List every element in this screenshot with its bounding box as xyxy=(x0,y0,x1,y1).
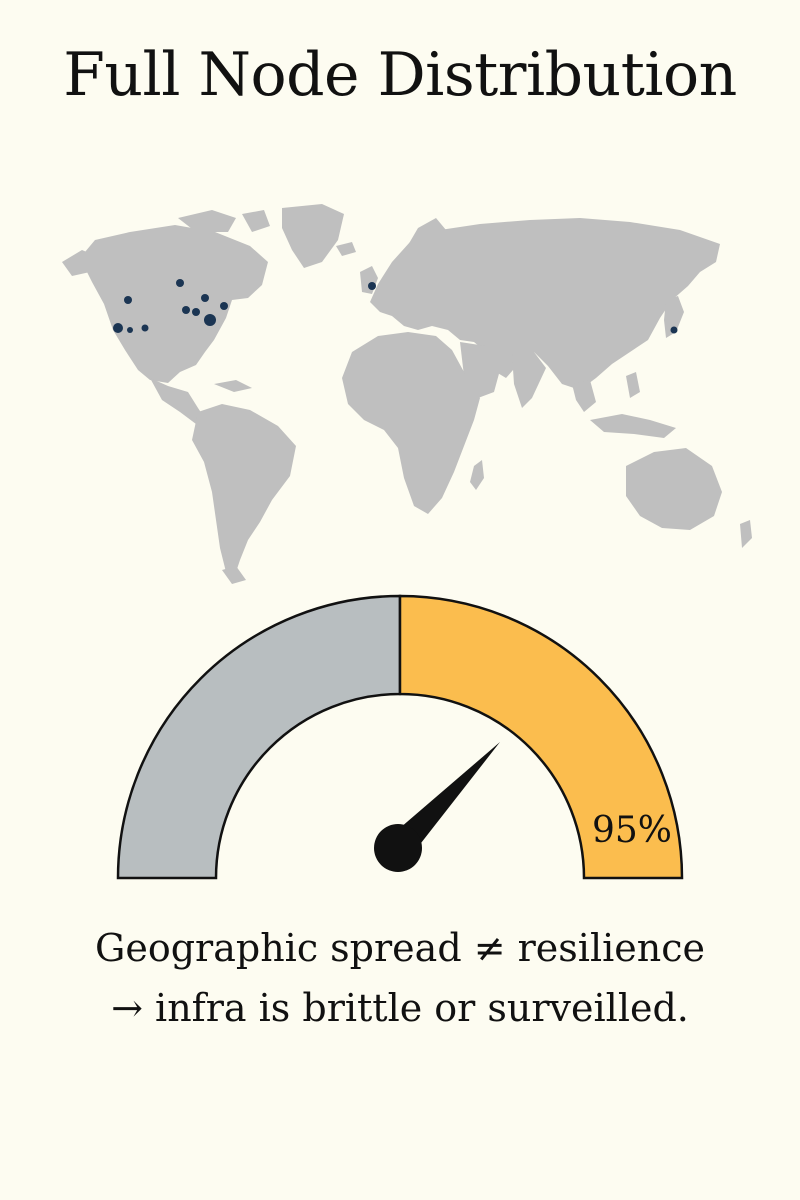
node-marker xyxy=(220,302,228,310)
southeast-asia-shape xyxy=(572,380,596,412)
africa-shape xyxy=(342,332,480,514)
antarctica-shape xyxy=(222,566,246,584)
north-america-shape xyxy=(80,225,268,383)
page-title: Full Node Distribution xyxy=(63,40,737,110)
node-marker xyxy=(192,308,200,316)
node-marker xyxy=(141,324,149,332)
india-shape xyxy=(512,352,546,408)
node-marker xyxy=(670,326,678,334)
world-map xyxy=(62,204,752,584)
caption-line-2: → infra is brittle or surveilled. xyxy=(111,986,689,1030)
arctic-islands-shape xyxy=(178,210,236,232)
caption-line-1: Geographic spread ≠ resilience xyxy=(95,926,705,970)
gauge-left-segment xyxy=(116,594,402,880)
eurasia-shape xyxy=(370,218,720,390)
gauge-right-segment xyxy=(398,594,684,880)
arctic-islands-shape-2 xyxy=(242,210,270,232)
node-marker xyxy=(204,314,216,326)
node-marker xyxy=(113,323,123,333)
scandinavia-shape xyxy=(404,218,446,266)
node-markers xyxy=(113,279,678,334)
south-america-shape xyxy=(192,404,296,578)
node-marker xyxy=(182,306,190,314)
philippines-shape xyxy=(626,372,640,398)
australia-shape xyxy=(626,448,722,530)
gauge-value-label: 95% xyxy=(592,810,672,851)
central-america-shape xyxy=(150,378,206,424)
world-map-land xyxy=(62,204,752,584)
japan-shape xyxy=(664,296,684,338)
alaska-shape xyxy=(62,250,96,276)
gauge: 95% xyxy=(116,594,684,880)
madagascar-shape xyxy=(470,460,484,490)
node-marker xyxy=(124,296,132,304)
new-zealand-shape xyxy=(740,520,752,548)
node-marker xyxy=(176,279,184,287)
british-isles-shape xyxy=(360,266,378,294)
caption: Geographic spread ≠ resilience → infra i… xyxy=(0,918,800,1038)
caribbean-shape xyxy=(214,380,252,392)
greenland-shape xyxy=(282,204,344,268)
indonesia-shape xyxy=(590,414,676,438)
node-marker xyxy=(368,282,376,290)
gauge-hub xyxy=(374,824,422,872)
gauge-needle xyxy=(386,742,500,852)
node-marker xyxy=(201,294,209,302)
node-marker xyxy=(127,327,133,333)
iceland-shape xyxy=(336,242,356,256)
